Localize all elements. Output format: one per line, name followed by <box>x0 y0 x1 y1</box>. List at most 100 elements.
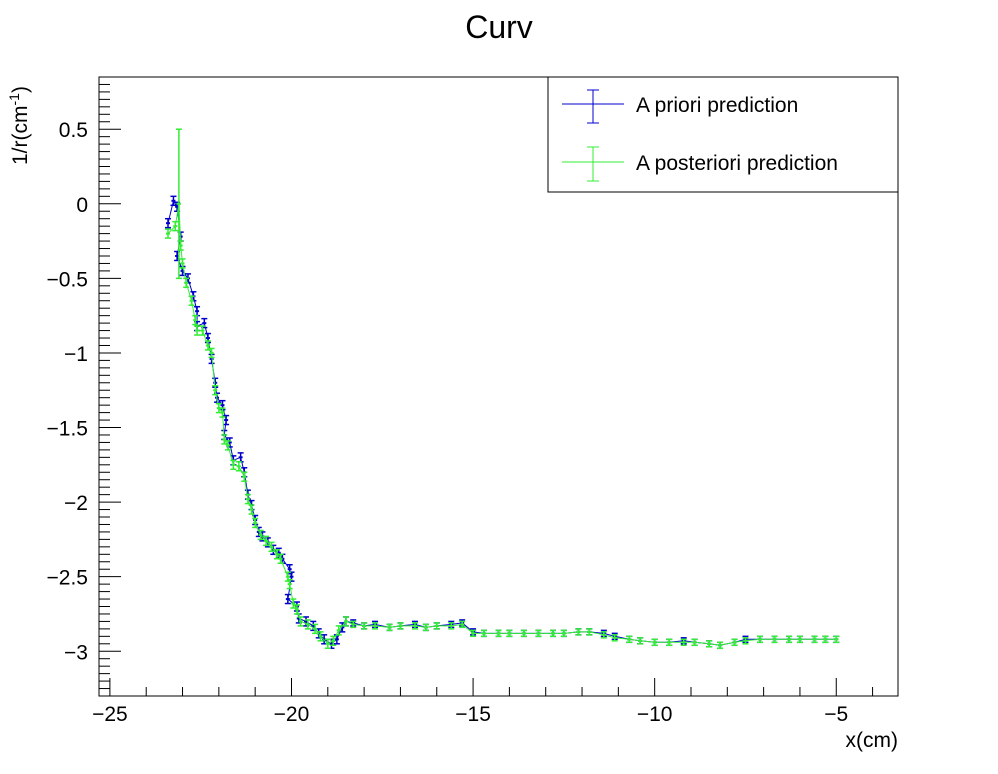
data-point <box>177 240 184 251</box>
data-point <box>304 619 311 630</box>
data-point <box>786 635 793 644</box>
data-point <box>165 228 172 239</box>
legend-entry-a-posteriori: A posteriori prediction <box>562 146 838 182</box>
data-point <box>208 347 215 359</box>
data-point <box>330 635 337 647</box>
data-point <box>183 277 190 289</box>
y-tick-label: −0.5 <box>47 268 88 291</box>
legend-label-a-posteriori: A posteriori prediction <box>636 152 838 175</box>
data-point <box>268 541 275 553</box>
svg-text:1/r(cm-1): 1/r(cm-1) <box>6 86 32 165</box>
data-point <box>237 452 244 463</box>
y-tick-label: 0 <box>76 194 88 217</box>
data-point <box>350 620 357 629</box>
x-tick-label: −10 <box>637 703 673 726</box>
data-point <box>448 622 455 630</box>
data-point <box>199 325 206 336</box>
legend-entry-a-priori: A priori prediction <box>562 89 798 124</box>
legend: A priori prediction A posteriori predict… <box>547 76 899 193</box>
data-point <box>411 622 418 630</box>
data-point <box>575 628 582 636</box>
data-point <box>248 504 255 515</box>
legend-box <box>547 76 899 193</box>
data-point <box>252 517 259 529</box>
data-point <box>535 629 542 638</box>
data-point <box>717 641 724 650</box>
x-tick-label: −25 <box>92 703 128 726</box>
data-point <box>263 535 270 547</box>
data-point <box>241 471 248 482</box>
data-point <box>219 407 226 418</box>
data-point <box>600 631 607 639</box>
data-point <box>666 638 673 647</box>
data-point <box>495 629 502 638</box>
data-point <box>297 616 304 627</box>
y-tick-label: −2 <box>64 492 88 515</box>
data-point <box>470 629 477 638</box>
y-axis-title-sup: -1 <box>6 93 22 106</box>
x-tick-label: −15 <box>455 703 491 726</box>
data-point <box>833 635 840 644</box>
data-point <box>691 638 698 647</box>
data-point <box>165 217 172 229</box>
data-point <box>170 195 177 207</box>
data-point <box>756 635 763 644</box>
y-tick-label: −3 <box>64 641 88 664</box>
data-point <box>706 640 713 648</box>
series-line <box>167 199 837 646</box>
data-point <box>796 635 803 644</box>
data-point <box>257 529 264 541</box>
data-point <box>224 440 231 451</box>
data-point <box>822 635 829 644</box>
y-tick-label: −1 <box>64 343 88 366</box>
y-tick-label: −2.5 <box>47 567 88 590</box>
data-point <box>680 638 687 647</box>
data-point <box>221 434 228 445</box>
data-point <box>235 461 242 472</box>
data-point <box>194 305 201 317</box>
data-point <box>179 258 186 269</box>
data-point <box>586 628 593 636</box>
data-point <box>324 638 331 650</box>
data-point <box>422 623 429 632</box>
data-point <box>549 629 556 638</box>
series-0 <box>165 195 840 650</box>
data-point <box>811 635 818 644</box>
data-point <box>212 385 219 396</box>
data-point <box>771 635 778 644</box>
data-point <box>290 598 297 609</box>
data-point <box>520 629 527 638</box>
y-tick-label: −1.5 <box>47 418 88 441</box>
y-axis-title: 1/r(cm-1) <box>6 86 32 165</box>
data-point <box>731 638 738 647</box>
data-point <box>651 638 658 647</box>
chart-title: Curv <box>465 9 533 45</box>
data-point <box>284 593 291 605</box>
data-point <box>277 553 284 565</box>
data-point <box>192 314 199 326</box>
data-point <box>626 635 633 644</box>
data-point <box>386 623 393 632</box>
data-point <box>312 623 319 635</box>
data-point <box>223 414 230 426</box>
data-point <box>293 604 300 615</box>
data-point <box>204 340 211 351</box>
data-point <box>459 620 466 629</box>
data-point <box>433 622 440 630</box>
data-point <box>372 622 379 630</box>
data-point <box>506 629 513 638</box>
data-point <box>742 637 749 645</box>
legend-label-a-priori: A priori prediction <box>636 94 798 117</box>
x-tick-label: −20 <box>274 703 310 726</box>
series-1 <box>165 128 840 650</box>
data-point <box>286 578 293 590</box>
data-point <box>194 325 201 336</box>
y-axis: 0.5 0 −0.5 −1 −1.5 −2 −2.5 −3 <box>47 83 121 690</box>
data-point <box>611 634 618 642</box>
data-point <box>230 459 237 471</box>
data-point <box>342 616 349 627</box>
series-layer <box>165 128 840 650</box>
x-axis: −25 −20 −15 −10 −5 <box>92 678 874 726</box>
data-point <box>204 332 211 344</box>
